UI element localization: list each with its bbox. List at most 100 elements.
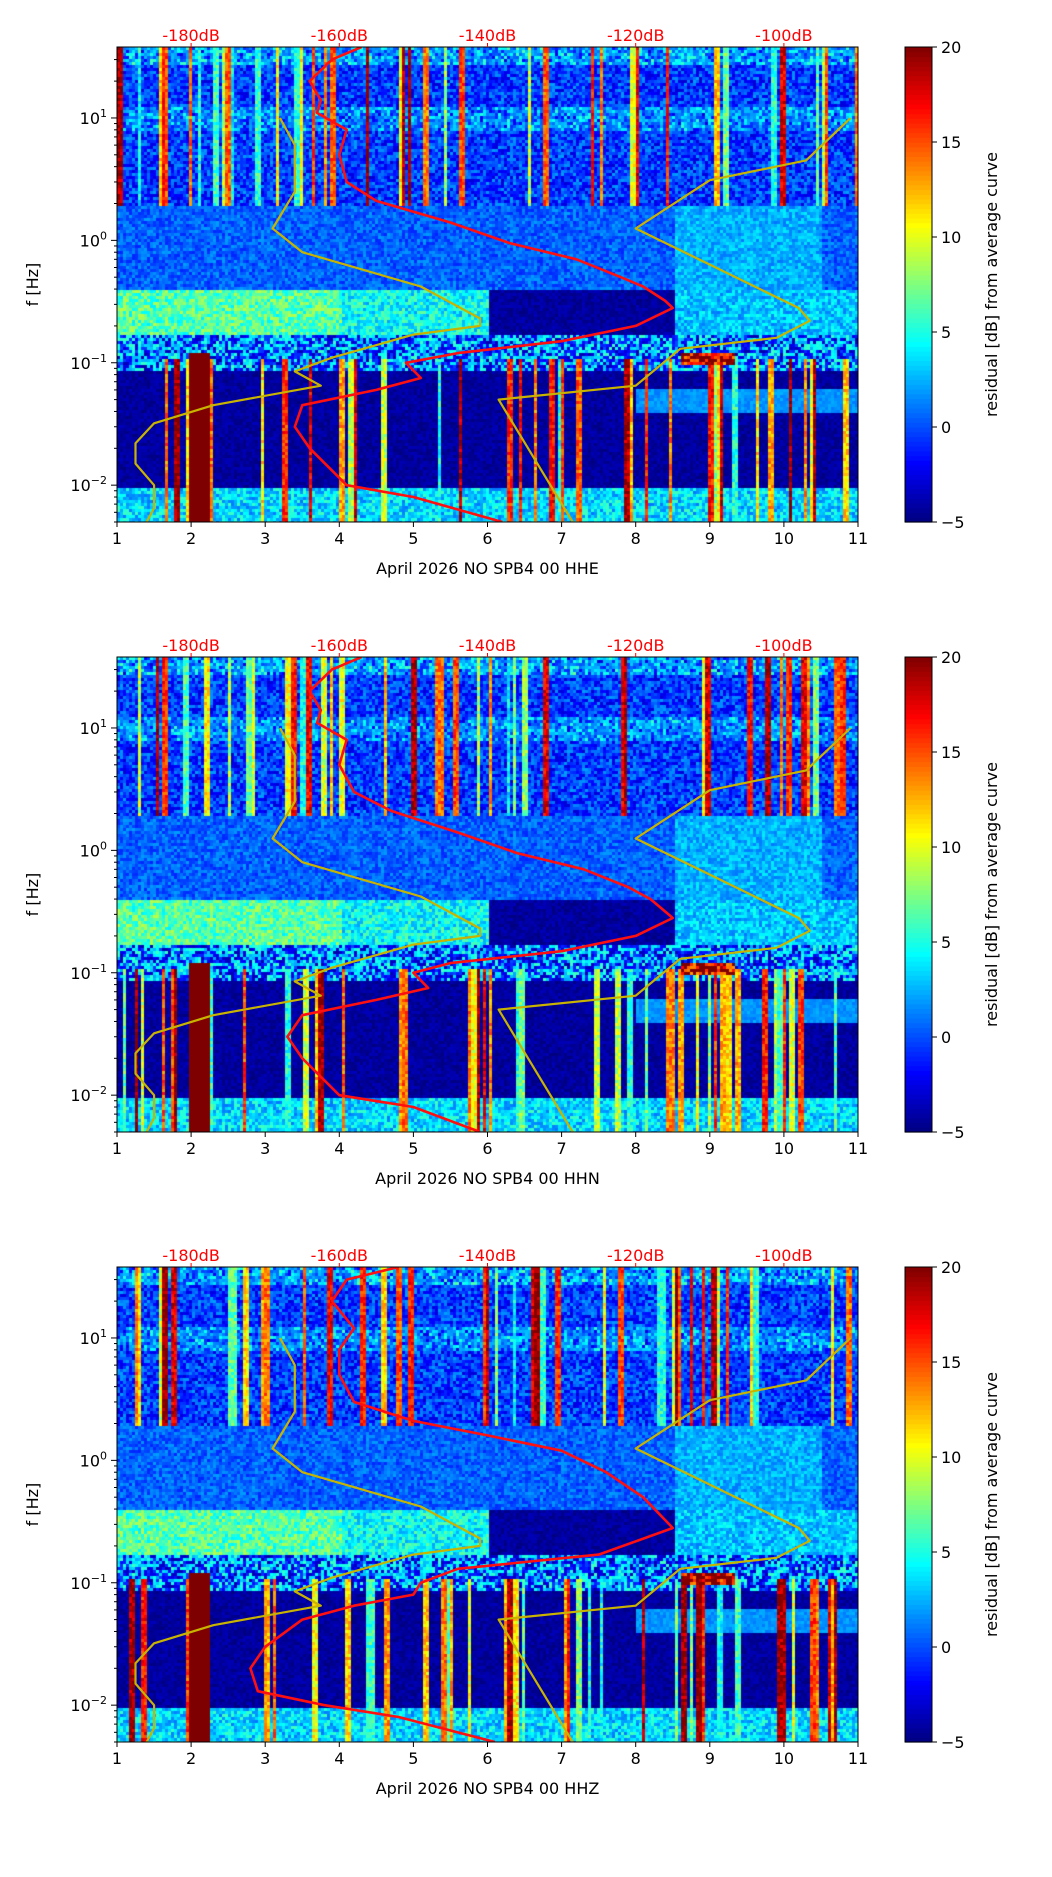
colorbar-segment (905, 1267, 932, 1273)
colorbar-segment (905, 946, 932, 953)
colorbar-segment (905, 1699, 932, 1705)
y-tick-label: 100 (80, 1449, 107, 1470)
colorbar-segment (905, 894, 932, 900)
y-tick-label: 10−1 (70, 1572, 107, 1593)
colorbar-segment (905, 227, 932, 233)
colorbar-segment (905, 718, 932, 725)
colorbar-segment (905, 1537, 932, 1544)
colorbar-segment (905, 1590, 932, 1596)
x-tick-label: 9 (705, 1139, 715, 1158)
y-tick-base: 10 (70, 1086, 90, 1105)
colorbar-segment (905, 232, 932, 238)
x-tick-label: 6 (482, 529, 492, 548)
colorbar-segment (905, 1376, 932, 1382)
colorbar-segment (905, 507, 932, 514)
x-tick-label: 6 (482, 1139, 492, 1158)
colorbar-segment (905, 189, 932, 195)
colorbar-segment (905, 1286, 932, 1292)
y-tick-base: 10 (70, 964, 90, 983)
colorbar-segment (905, 256, 932, 262)
x-tick-label: 8 (631, 1139, 641, 1158)
y-tick-exponent: −2 (91, 1084, 107, 1097)
colorbar-segment (905, 1499, 932, 1506)
colorbar-segment (905, 222, 932, 229)
colorbar-segment (905, 146, 932, 153)
colorbar-segment (905, 408, 932, 414)
colorbar-tick-label: 0 (941, 1028, 951, 1047)
colorbar-segment (905, 199, 932, 205)
colorbar-segment (905, 1041, 932, 1048)
colorbar-segment (905, 460, 932, 466)
colorbar-segment (905, 1675, 932, 1681)
colorbar-tick-label: 20 (941, 38, 961, 57)
x-tick-label: 3 (260, 529, 270, 548)
colorbar-segment (905, 851, 932, 858)
top-db-label: -100dB (755, 26, 812, 45)
y-tick-base: 10 (70, 354, 90, 373)
colorbar-segment (905, 1419, 932, 1425)
colorbar-segment (905, 1070, 932, 1076)
colorbar-segment (905, 355, 932, 362)
colorbar-frame (904, 656, 933, 1133)
colorbar-segment (905, 1656, 932, 1662)
colorbar-segment (905, 303, 932, 309)
x-tick-label: 9 (705, 529, 715, 548)
colorbar-segment (905, 289, 932, 295)
colorbar-segment (905, 208, 932, 214)
colorbar-segment (905, 671, 932, 677)
colorbar-segment (905, 1552, 932, 1558)
colorbar-segment (905, 842, 932, 848)
spectrogram-panel-hhn: 1 2 3 4 5 6 7 8 9 10 11 April 2026 NO SPB4 00 HHN -1… (0, 636, 1052, 1267)
colorbar-segment (905, 1661, 932, 1667)
colorbar-segment (905, 298, 932, 305)
colorbar-segment (905, 436, 932, 442)
colorbar-segment (905, 908, 932, 915)
colorbar-tick-label: 15 (941, 1353, 961, 1372)
spectrogram-panel-hhz: 1 2 3 4 5 6 7 8 9 10 11 April 2026 NO SPB4 00 HHZ -1… (0, 1246, 1052, 1877)
colorbar-segment (905, 1476, 932, 1482)
top-db-label: -180dB (162, 26, 219, 45)
colorbar-segment (905, 1495, 932, 1501)
colorbar-segment (905, 498, 932, 504)
colorbar-segment (905, 51, 932, 58)
colorbar-segment (905, 441, 932, 447)
colorbar-segment (905, 1618, 932, 1624)
colorbar-segment (905, 1632, 932, 1639)
x-tick-label: 11 (848, 529, 868, 548)
colorbar-segment (905, 341, 932, 347)
colorbar-segment (905, 360, 932, 366)
colorbar-frame (904, 1266, 933, 1743)
colorbar-segment (905, 1533, 932, 1539)
y-tick-base: 10 (70, 476, 90, 495)
colorbar-segment (905, 1357, 932, 1363)
colorbar-segment (905, 775, 932, 782)
colorbar-segment (905, 427, 932, 433)
colorbar-segment (905, 970, 932, 976)
colorbar-segment (905, 180, 932, 186)
colorbar-segment (905, 284, 932, 290)
colorbar-segment (905, 813, 932, 820)
colorbar-frame (904, 46, 933, 523)
colorbar-segment (905, 327, 932, 333)
axes-frame (116, 1266, 859, 1743)
x-tick-label: 3 (260, 1139, 270, 1158)
colorbar-segment (905, 384, 932, 390)
colorbar-segment (905, 790, 932, 796)
colorbar-segment (905, 1333, 932, 1339)
x-tick-label: 1 (112, 1139, 122, 1158)
colorbar-segment (905, 1680, 932, 1686)
colorbar-segment (905, 1338, 932, 1344)
colorbar-segment (905, 932, 932, 938)
top-db-label: -180dB (162, 636, 219, 655)
colorbar-segment (905, 265, 932, 271)
colorbar-segment (905, 1314, 932, 1320)
colorbar-segment (905, 994, 932, 1000)
colorbar-segment (905, 733, 932, 739)
colorbar-segment (905, 1575, 932, 1582)
colorbar-segment (905, 680, 932, 687)
colorbar-segment (905, 80, 932, 86)
colorbar-segment (905, 1594, 932, 1601)
colorbar-segment (905, 695, 932, 701)
colorbar-segment (905, 1414, 932, 1420)
colorbar-segment (905, 1485, 932, 1491)
